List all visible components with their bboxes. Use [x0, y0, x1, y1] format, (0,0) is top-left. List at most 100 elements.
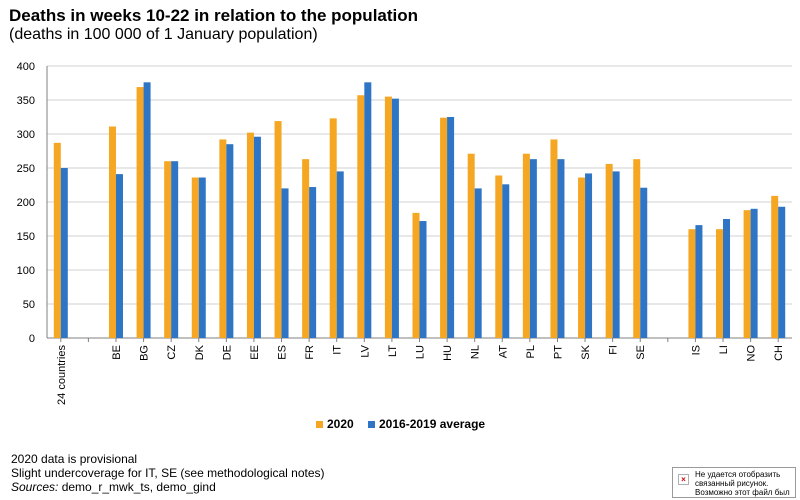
bar-average	[502, 184, 510, 338]
x-tick-label: LT	[387, 345, 399, 357]
bar-2020	[578, 177, 586, 338]
broken-image-placeholder: × Не удается отобразить связанный рисуно…	[672, 467, 796, 498]
x-tick-label: BG	[139, 345, 151, 361]
x-tick-label: FR	[304, 345, 316, 360]
bar-2020	[633, 159, 641, 338]
x-tick-label: NO	[746, 345, 758, 362]
x-tick-label: 24 countries	[56, 345, 68, 405]
bar-2020	[246, 132, 254, 338]
x-tick-label: IS	[690, 345, 702, 355]
bar-2020	[136, 87, 144, 338]
bar-average	[750, 208, 758, 338]
x-tick-label: HU	[442, 345, 454, 361]
bar-2020	[219, 139, 227, 338]
bar-2020	[191, 177, 199, 338]
x-tick-label: SK	[580, 344, 592, 359]
bar-average	[391, 98, 399, 338]
footnote-sources: Sources: demo_r_mwk_ts, demo_gind	[11, 480, 325, 494]
bar-average	[281, 188, 289, 338]
bar-average	[253, 136, 261, 338]
legend-swatch	[316, 421, 323, 428]
bar-2020	[302, 159, 310, 338]
footnote-provisional: 2020 data is provisional	[11, 452, 138, 466]
x-tick-label: IT	[332, 345, 344, 355]
x-tick-label: DE	[221, 345, 233, 360]
bar-average	[336, 171, 344, 338]
bar-2020	[716, 229, 724, 338]
bar-average	[198, 177, 206, 338]
bar-average	[778, 206, 786, 338]
y-tick-label: 50	[23, 299, 35, 311]
y-tick-label: 100	[17, 265, 35, 277]
y-tick-label: 400	[17, 61, 35, 73]
bar-2020	[495, 175, 503, 338]
x-tick-label: BE	[111, 345, 123, 360]
x-tick-label: PT	[552, 345, 564, 359]
bar-average	[226, 144, 234, 338]
bar-average	[695, 225, 703, 338]
y-tick-label: 250	[17, 163, 35, 175]
x-tick-label: ES	[277, 345, 289, 360]
broken-image-text: Не удается отобразить связанный рисунок.…	[695, 470, 790, 497]
bar-average	[60, 168, 68, 338]
broken-image-icon: ×	[678, 474, 689, 485]
x-tick-label: NL	[470, 345, 482, 359]
bar-average	[364, 82, 372, 338]
x-tick-label: PL	[525, 345, 537, 358]
bar-2020	[329, 118, 337, 338]
bar-2020	[274, 121, 282, 338]
bar-average	[115, 174, 123, 338]
bar-average	[585, 173, 593, 338]
bar-2020	[771, 195, 779, 338]
bar-2020	[743, 210, 751, 338]
legend-label: 2016-2019 average	[379, 417, 485, 431]
x-tick-label: DK	[194, 344, 206, 360]
bar-average	[612, 171, 620, 338]
bar-2020	[550, 139, 558, 338]
bar-average	[309, 187, 317, 338]
bar-2020	[467, 153, 475, 338]
bar-2020	[164, 161, 172, 338]
bar-2020	[522, 153, 530, 338]
x-tick-label: LI	[718, 345, 730, 354]
y-tick-label: 200	[17, 197, 35, 209]
x-tick-label: AT	[497, 345, 509, 359]
x-tick-label: EE	[249, 345, 261, 360]
bar-average	[447, 117, 455, 338]
y-tick-label: 350	[17, 95, 35, 107]
bar-2020	[605, 163, 613, 338]
bar-2020	[384, 96, 392, 338]
bar-2020	[412, 212, 420, 338]
y-tick-label: 0	[29, 333, 35, 345]
y-tick-label: 300	[17, 129, 35, 141]
bar-average	[529, 159, 537, 338]
x-tick-label: SE	[635, 345, 647, 360]
bar-average	[171, 161, 179, 338]
bar-average	[474, 188, 482, 338]
footnote-undercoverage: Slight undercoverage for IT, SE (see met…	[11, 466, 325, 480]
x-tick-label: LU	[415, 345, 427, 359]
sources-label: Sources:	[11, 480, 59, 494]
bar-chart: 0 50 100 150 200 250 300 350 400 24 countries BE BG…	[17, 61, 792, 431]
x-tick-label: LV	[359, 344, 371, 357]
bar-2020	[688, 229, 696, 338]
legend-label: 2020	[327, 417, 354, 431]
bar-average	[640, 187, 648, 338]
footnotes: 2020 data is provisional Slight undercov…	[11, 452, 325, 494]
legend-swatch	[368, 421, 375, 428]
bar-average	[723, 219, 731, 338]
bar-2020	[53, 142, 61, 338]
bar-average	[557, 159, 565, 338]
chart-subtitle: (deaths in 100 000 of 1 January populati…	[9, 26, 318, 43]
y-tick-label: 150	[17, 231, 35, 243]
bar-2020	[108, 126, 116, 339]
bar-2020	[440, 117, 448, 339]
bar-average	[419, 221, 427, 338]
chart-title: Deaths in weeks 10-22 in relation to the…	[9, 6, 419, 25]
sources-value: demo_r_mwk_ts, demo_gind	[58, 480, 216, 494]
x-tick-label: CZ	[166, 345, 178, 360]
bar-2020	[357, 95, 365, 339]
bar-average	[143, 82, 151, 338]
x-tick-label: FI	[608, 345, 620, 355]
x-tick-label: CH	[773, 345, 785, 361]
